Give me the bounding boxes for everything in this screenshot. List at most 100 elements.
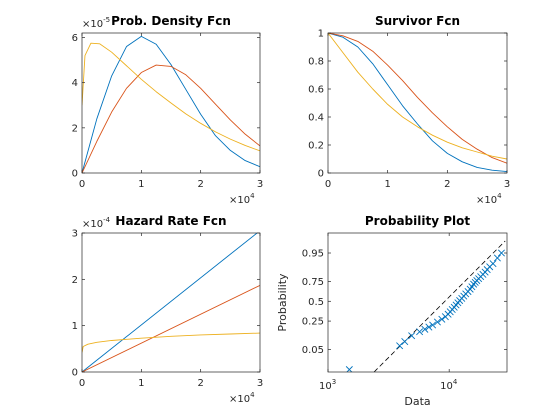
probplot-data-point — [429, 321, 437, 329]
pdf-y-tick-label: 0 — [72, 169, 78, 180]
hazard-x-exponent-label-power: 4 — [250, 391, 255, 399]
hazard-x-tick-label: 2 — [197, 378, 203, 389]
probplot-marker-stroke-b — [489, 260, 497, 268]
hazard-x-exponent-label-base: ×10 — [229, 394, 250, 405]
probplot-reference-line — [373, 240, 506, 372]
survivor-x-exponent-label: ×104 — [476, 192, 502, 206]
probplot-y-tick-label: 0.25 — [302, 317, 324, 328]
pdf-plot-layer — [82, 35, 260, 173]
probplot-x-tick-label: 103 — [319, 378, 336, 392]
probplot-plot-area — [328, 233, 507, 372]
survivor-axes-frame — [327, 32, 508, 174]
probplot-axes-frame — [327, 232, 508, 373]
probplot-x-tick-label: 104 — [440, 378, 458, 392]
probplot-marker-stroke-b — [433, 318, 441, 326]
hazard-x-tick-label: 3 — [257, 378, 263, 389]
probplot-plot-layer — [345, 240, 506, 372]
probplot-marker-stroke-b — [425, 323, 433, 331]
survivor-x-tick-label: 1 — [384, 179, 390, 190]
pdf-y-exponent-label-power: -5 — [103, 16, 110, 24]
probplot-marker-stroke-b — [429, 321, 437, 329]
probplot-marker-stroke-b — [438, 315, 446, 323]
survivor-plot-layer — [328, 33, 507, 173]
pdf-y-exponent-label-base: ×10 — [82, 19, 103, 30]
probplot-y-axis-label: Probability — [276, 273, 289, 332]
probplot-data-point — [433, 318, 441, 326]
hazard-series-3-line — [82, 332, 260, 353]
survivor-x-exponent-label-power: 4 — [497, 192, 502, 200]
pdf-x-exponent-label-power: 4 — [250, 192, 255, 200]
survivor-x-exponent-label-base: ×10 — [476, 195, 497, 206]
hazard-x-exponent-label: ×104 — [229, 391, 255, 405]
pdf-series-1-line — [82, 35, 260, 173]
hazard-y-exponent-label: ×10-4 — [82, 216, 111, 230]
probplot-title: Probability Plot — [365, 214, 470, 228]
probplot-marker-stroke-b — [493, 254, 501, 262]
probplot-data-point — [425, 323, 433, 331]
probplot-data-point — [489, 260, 497, 268]
probplot-y-tick-label: 0.95 — [302, 249, 324, 260]
survivor-x-tick-label: 3 — [504, 179, 510, 190]
probplot-data-point — [497, 249, 505, 257]
pdf-title: Prob. Density Fcn — [111, 14, 231, 28]
probplot-y-tick-label: 0.05 — [302, 345, 324, 356]
probplot-data-point — [396, 342, 404, 350]
survivor-y-tick-label: 1 — [318, 29, 324, 40]
survivor-x-tick-label: 2 — [444, 179, 450, 190]
axes-survivor: 0 1 2 3 0 0.2 0.4 0.6 0.8 1 ×104 Survivor Fcn — [308, 14, 510, 206]
survivor-series-1-line — [328, 33, 507, 173]
probplot-marker-stroke-b — [421, 325, 429, 333]
hazard-y-tick-label: 1 — [72, 321, 78, 332]
probplot-y-tick-label: 0.75 — [302, 277, 324, 288]
survivor-y-tick-label: 0.4 — [308, 113, 324, 124]
probplot-x-axis-label: Data — [404, 395, 430, 408]
pdf-y-tick-label: 6 — [72, 33, 78, 44]
pdf-x-tick-label: 0 — [79, 179, 85, 190]
probplot-marker-stroke-b — [497, 249, 505, 257]
hazard-y-exponent-label-power: -4 — [103, 216, 111, 224]
pdf-y-tick-label: 4 — [72, 78, 78, 89]
probplot-data-point — [416, 328, 424, 336]
probplot-marker-stroke-b — [396, 342, 404, 350]
hazard-y-exponent-label-base: ×10 — [82, 219, 103, 230]
survivor-series-2-line — [328, 33, 507, 164]
hazard-plot-layer — [82, 233, 260, 372]
probplot-data-point — [401, 338, 409, 346]
pdf-series-2-line — [82, 64, 260, 173]
survivor-title: Survivor Fcn — [375, 14, 460, 28]
probplot-marker-stroke-b — [401, 338, 409, 346]
pdf-x-exponent-label-base: ×10 — [229, 195, 250, 206]
survivor-y-tick-label: 0.6 — [308, 85, 324, 96]
hazard-title: Hazard Rate Fcn — [115, 214, 226, 228]
survivor-y-tick-label: 0.2 — [308, 141, 324, 152]
hazard-series-1-line — [82, 233, 258, 372]
pdf-x-tick-label: 1 — [138, 179, 144, 190]
probplot-data-point — [421, 325, 429, 333]
probplot-x-tick-base: 10 — [440, 381, 453, 392]
probplot-x-tick-base: 10 — [319, 381, 332, 392]
hazard-series-2-line — [82, 284, 260, 372]
pdf-y-exponent-label: ×10-5 — [82, 16, 110, 30]
hazard-y-tick-label: 3 — [72, 229, 78, 240]
hazard-x-tick-label: 0 — [79, 378, 85, 389]
probplot-x-tick-power: 3 — [332, 378, 336, 386]
probplot-y-tick-label: 0.5 — [308, 297, 324, 308]
survivor-series-3-line — [328, 33, 507, 160]
pdf-axes-frame — [81, 32, 261, 174]
survivor-plot-area — [328, 33, 507, 173]
hazard-y-tick-label: 2 — [72, 275, 78, 286]
probplot-data-point — [438, 315, 446, 323]
probplot-x-tick-power: 4 — [453, 378, 458, 386]
pdf-x-exponent-label: ×104 — [229, 192, 255, 206]
probplot-data-point — [408, 332, 416, 340]
survivor-y-tick-label: 0.8 — [308, 57, 324, 68]
hazard-x-tick-label: 1 — [138, 378, 144, 389]
hazard-axes-frame — [81, 232, 261, 373]
pdf-y-tick-label: 2 — [72, 123, 78, 134]
probplot-data-point — [493, 254, 501, 262]
probplot-marker-stroke-b — [408, 332, 416, 340]
